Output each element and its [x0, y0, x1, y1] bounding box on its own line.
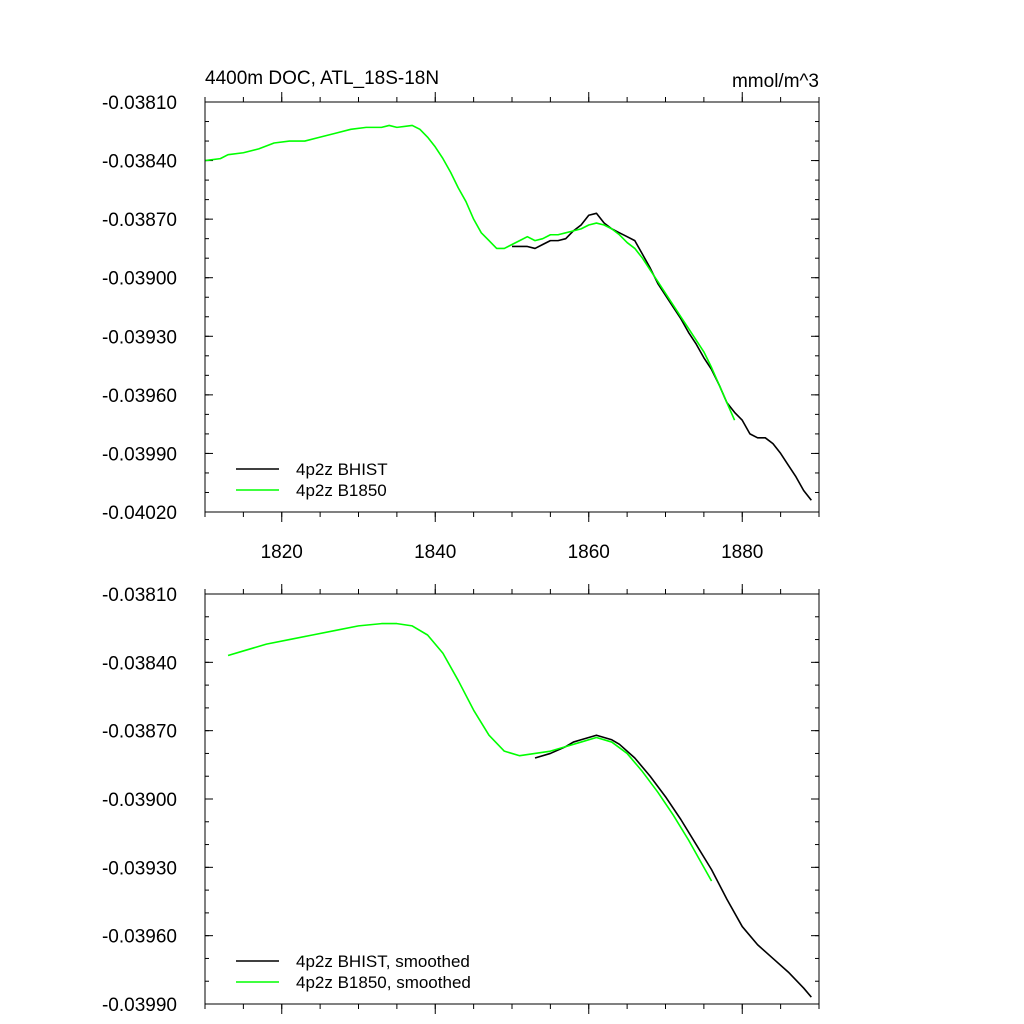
legend-label-bhist-smoothed: 4p2z BHIST, smoothed — [296, 952, 470, 971]
bottom-ticks: -0.03810 -0.03840 -0.03870 -0.03900 -0.03930… — [102, 584, 820, 1016]
legend-label-bhist: 4p2z BHIST — [296, 460, 388, 479]
y-tick-label: -0.03870 — [102, 210, 177, 231]
series-line-1 — [204, 124, 736, 421]
y-tick-label: -0.03930 — [102, 327, 177, 348]
x-tick-label: 1860 — [568, 542, 610, 563]
bottom-series — [227, 622, 812, 998]
panel-bottom: -0.03810 -0.03840 -0.03870 -0.03900 -0.03930… — [102, 584, 820, 1016]
y-tick-label: -0.04020 — [102, 503, 177, 524]
legend-label-b1850: 4p2z B1850 — [296, 481, 387, 500]
y-tick-label: -0.03960 — [102, 927, 177, 948]
chart-title: 4400m DOC, ATL_18S-18N — [205, 68, 439, 89]
panel-top: 4400m DOC, ATL_18S-18N mmol/m^3 -0.03810… — [102, 68, 820, 563]
legend-label-b1850-smoothed: 4p2z B1850, smoothed — [296, 973, 471, 992]
y-tick-label: -0.03990 — [102, 444, 177, 465]
series-line-0 — [534, 734, 812, 998]
y-tick-label: -0.03900 — [102, 269, 177, 290]
x-tick-label: 1820 — [261, 542, 303, 563]
bottom-legend: 4p2z BHIST, smoothed 4p2z B1850, smoothe… — [236, 952, 471, 992]
series-line-0 — [512, 212, 812, 501]
units-label: mmol/m^3 — [732, 71, 819, 92]
y-tick-label: -0.03870 — [102, 722, 177, 743]
top-ticks: -0.03810 -0.03840 -0.03870 -0.03900 -0.03930… — [102, 92, 820, 563]
x-tick-label: 1880 — [721, 542, 763, 563]
y-tick-label: -0.03900 — [102, 790, 177, 811]
y-tick-label: -0.03810 — [102, 93, 177, 114]
top-legend: 4p2z BHIST 4p2z B1850 — [236, 460, 388, 500]
y-tick-label: -0.03960 — [102, 386, 177, 407]
series-line-1 — [227, 622, 713, 882]
top-series — [204, 124, 812, 501]
y-tick-label: -0.03990 — [102, 995, 177, 1016]
bottom-plot-frame — [204, 593, 820, 1005]
x-tick-label: 1840 — [414, 542, 456, 563]
y-tick-label: -0.03810 — [102, 585, 177, 606]
y-tick-label: -0.03840 — [102, 152, 177, 173]
top-plot-frame — [204, 101, 820, 513]
y-tick-label: -0.03930 — [102, 858, 177, 879]
y-tick-label: -0.03840 — [102, 653, 177, 674]
